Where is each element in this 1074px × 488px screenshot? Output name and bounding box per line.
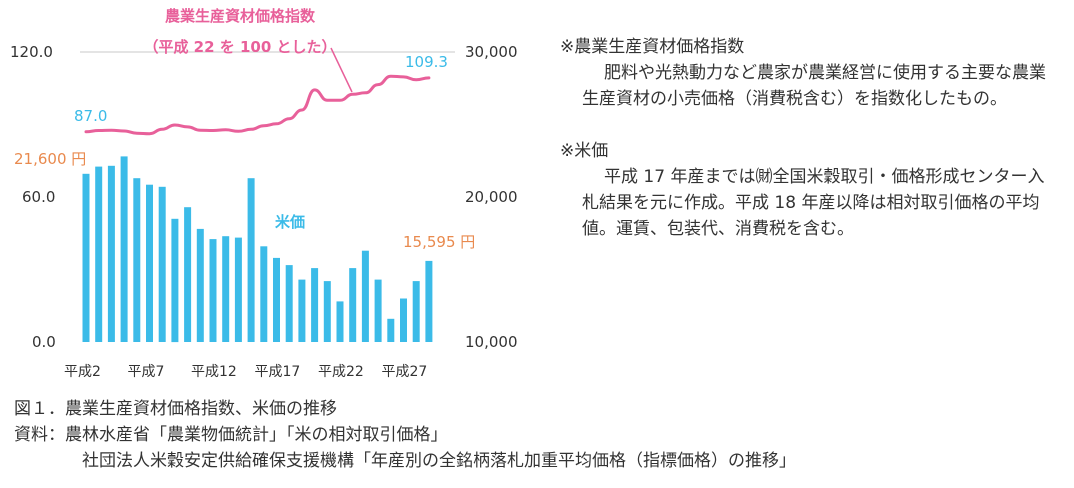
rice-bar	[387, 318, 395, 342]
rice-bar	[311, 268, 319, 342]
figure-title: 図１．農業生産資材価格指数、米価の推移	[14, 399, 337, 419]
rice-bar	[260, 246, 268, 342]
chart: 120.0 60.0 0.0 30,000 20,000 10,000 平成2 平…	[10, 7, 518, 380]
x-tick-label: 平成22	[318, 364, 364, 380]
rice-series-label: 米価	[275, 213, 305, 231]
notes-panel: ※農業生産資材価格指数 肥料や光熱動力など農家が農業経営に使用する主要な農業生産…	[560, 34, 1060, 242]
note-rice-title: ※米価	[560, 141, 609, 161]
right-tick-10000: 10,000	[465, 333, 518, 351]
rice-bar	[234, 237, 242, 342]
index-callout-line	[330, 47, 353, 93]
rice-bar	[400, 298, 407, 342]
rice-bar	[120, 156, 128, 342]
rice-bar	[425, 260, 433, 342]
rice-bar	[184, 207, 192, 342]
rice-bar	[374, 279, 382, 342]
figure-caption: 図１．農業生産資材価格指数、米価の推移 資料：農林水産省「農業物価統計」「米の相…	[14, 396, 796, 474]
rice-bar	[133, 178, 141, 342]
rice-bar	[82, 173, 90, 342]
note-rice-body: 平成 17 年産までは㈶全国米穀取引・価格形成センター入札結果を元に作成。平成 …	[582, 167, 1045, 239]
x-tick-label: 平成12	[191, 364, 237, 380]
note-index-body: 肥料や光熱動力など農家が農業経営に使用する主要な農業生産資材の小売価格（消費税含…	[582, 63, 1046, 109]
rice-end-value: 15,595 円	[403, 233, 475, 251]
rice-bar	[361, 250, 369, 342]
rice-bar	[158, 186, 166, 342]
rice-bar	[285, 265, 293, 342]
x-tick-labels: 平成2 平成7 平成12 平成17 平成22 平成27	[64, 364, 427, 380]
index-end-value: 109.3	[405, 53, 448, 71]
right-tick-20000: 20,000	[465, 188, 518, 206]
rice-bar	[273, 257, 280, 342]
rice-price-bars	[82, 156, 433, 343]
index-subtitle: （平成 22 を 100 とした）	[143, 38, 336, 56]
rice-bar	[298, 279, 306, 342]
rice-bar	[247, 178, 255, 342]
index-title: 農業生産資材価格指数	[165, 7, 316, 25]
rice-bar	[336, 301, 344, 342]
x-tick-label: 平成2	[64, 364, 101, 380]
rice-bar	[349, 268, 357, 342]
rice-start-value: 21,600 円	[14, 150, 86, 168]
rice-bar	[146, 184, 153, 342]
x-tick-label: 平成17	[255, 364, 301, 380]
left-tick-0: 0.0	[32, 333, 56, 351]
left-tick-60: 60.0	[22, 188, 55, 206]
index-start-value: 87.0	[74, 107, 107, 125]
price-index-line	[84, 74, 431, 136]
note-index-title: ※農業生産資材価格指数	[560, 37, 745, 57]
x-tick-label: 平成7	[128, 364, 165, 380]
rice-bar	[323, 281, 331, 342]
rice-bar	[196, 228, 204, 342]
source-line-1: 資料：農林水産省「農業物価統計」「米の相対取引価格」	[14, 425, 448, 445]
left-tick-120: 120.0	[10, 43, 53, 61]
rice-bar	[171, 218, 179, 343]
rice-bar	[107, 165, 115, 342]
rice-bar	[95, 166, 103, 342]
rice-bar	[222, 236, 230, 342]
rice-bar	[209, 239, 217, 342]
source-line-2: 社団法人米穀安定供給確保支援機構「年産別の全銘柄落札加重平均価格（指標価格）の推…	[82, 451, 796, 471]
right-tick-30000: 30,000	[465, 43, 518, 61]
x-tick-label: 平成27	[382, 364, 428, 380]
rice-bar	[412, 281, 420, 342]
